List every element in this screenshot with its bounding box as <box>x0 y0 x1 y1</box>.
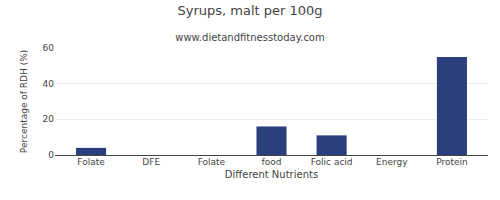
svg-text:food: food <box>262 157 282 167</box>
svg-text:40: 40 <box>43 79 55 89</box>
svg-text:www.dietandfitnesstoday.com: www.dietandfitnesstoday.com <box>175 32 324 43</box>
svg-text:DFE: DFE <box>142 157 160 167</box>
svg-text:0: 0 <box>48 150 54 160</box>
svg-text:Protein: Protein <box>436 157 468 167</box>
svg-text:Different Nutrients: Different Nutrients <box>225 169 318 180</box>
svg-text:Folate: Folate <box>198 157 226 167</box>
svg-text:Syrups, malt per 100g: Syrups, malt per 100g <box>177 3 322 18</box>
svg-text:Folic acid: Folic acid <box>311 157 353 167</box>
svg-text:20: 20 <box>43 114 55 124</box>
svg-text:60: 60 <box>43 43 55 53</box>
svg-text:Percentage of RDH (%): Percentage of RDH (%) <box>19 50 29 153</box>
svg-text:Folate: Folate <box>77 157 105 167</box>
svg-text:Energy: Energy <box>376 157 408 167</box>
